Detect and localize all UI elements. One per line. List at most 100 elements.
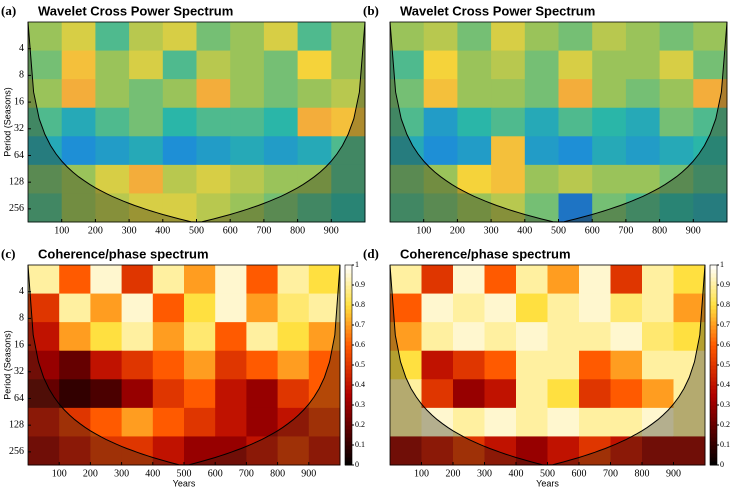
x-tick-label: 500 (177, 468, 192, 479)
heat-cell (516, 436, 548, 466)
heat-cell (457, 164, 492, 194)
heat-cell (59, 265, 91, 295)
x-tick-label: 900 (324, 225, 339, 236)
heat-cell (390, 193, 425, 223)
colorbar-step (345, 297, 352, 302)
heat-cell (558, 79, 593, 109)
heat-cell (230, 107, 265, 137)
heat-cell (95, 193, 130, 223)
heat-cell (196, 193, 231, 223)
heat-cell (196, 50, 231, 80)
colorbar-step (345, 401, 352, 406)
heat-cell (230, 22, 265, 52)
heat-cell (95, 22, 130, 52)
heat-cell (491, 164, 526, 194)
heat-cell (457, 107, 492, 137)
heat-cell (516, 322, 548, 352)
heat-cell (277, 293, 310, 323)
heat-cell (390, 436, 422, 466)
colorbar-tick-label: 0.3 (355, 400, 365, 409)
heat-cell (129, 193, 164, 223)
colorbar-tick-label: 0.2 (355, 420, 365, 429)
heat-cell (659, 22, 694, 52)
heat-cell (390, 265, 422, 295)
colorbar-step (345, 409, 352, 414)
colorbar-step (345, 373, 352, 378)
x-tick-label: 800 (270, 468, 285, 479)
panel: (d) Coherence/phase spectrum 100 200 300 400 5… (363, 246, 730, 488)
heat-cell (297, 164, 332, 194)
colorbar-step (345, 321, 352, 326)
colorbar-step (345, 421, 352, 426)
x-tick-label: 800 (635, 468, 650, 479)
heat-cell (491, 79, 526, 109)
y-tick-label: 8 (19, 70, 24, 81)
colorbar-step (710, 377, 717, 382)
heat-cell (162, 79, 197, 109)
x-tick-label: 400 (509, 468, 524, 479)
panel-title: Coherence/phase spectrum (38, 246, 209, 261)
heat-cell (390, 22, 425, 52)
y-tick-label: 4 (19, 286, 24, 297)
colorbar-step (710, 341, 717, 346)
panel-label: (a) (1, 3, 16, 18)
heat-cell (673, 436, 706, 466)
heat-cell (516, 379, 548, 409)
colorbar-step (345, 337, 352, 342)
heat-cell (308, 350, 341, 380)
heat-cell (196, 164, 231, 194)
heat-cell (246, 350, 279, 380)
heat-cell (484, 322, 517, 352)
colorbar-step (345, 413, 352, 418)
heat-cell (184, 436, 216, 466)
heat-cell (558, 107, 593, 137)
heat-cell (673, 407, 706, 437)
heat-cell (129, 107, 164, 137)
heat-cell (263, 22, 299, 52)
heat-cell (263, 79, 299, 109)
colorbar-step (710, 361, 717, 366)
heat-cell (592, 50, 627, 80)
heat-cell (610, 322, 643, 352)
heat-cell (95, 107, 130, 137)
heat-cell (423, 136, 458, 166)
heat-cell (457, 193, 492, 223)
colorbar-step (710, 297, 717, 302)
heat-cell (308, 407, 341, 437)
colorbar-tick-label: 0.9 (355, 280, 365, 289)
heat-cell (152, 379, 185, 409)
heat-cell (277, 407, 310, 437)
heat-cell (579, 436, 611, 466)
heat-cell (642, 379, 674, 409)
heat-cell (610, 436, 643, 466)
heat-cell (59, 322, 91, 352)
heat-cell (196, 22, 231, 52)
heat-cell (95, 164, 130, 194)
heat-cell (390, 350, 422, 380)
colorbar-tick-label: 0.2 (720, 420, 730, 429)
colorbar-step (345, 313, 352, 318)
x-tick-label: 400 (155, 225, 170, 236)
colorbar-step (345, 353, 352, 358)
heat-cell (484, 436, 517, 466)
colorbar-tick-label: 0.4 (355, 380, 365, 389)
heat-cell (453, 350, 485, 380)
colorbar-step (345, 325, 352, 330)
heat-cell (625, 22, 661, 52)
heat-cell (491, 193, 526, 223)
heat-cell (610, 407, 643, 437)
y-tick-label: 4 (19, 43, 24, 54)
colorbar-step (710, 313, 717, 318)
heat-cell (196, 136, 231, 166)
heat-cell (516, 265, 548, 295)
colorbar-step (345, 333, 352, 338)
heat-cell (516, 350, 548, 380)
colorbar-step (345, 381, 352, 386)
heat-cell (642, 293, 674, 323)
colorbar-step (710, 417, 717, 422)
heat-cell (215, 379, 247, 409)
heat-cell (215, 407, 247, 437)
heat-cell (152, 322, 185, 352)
panel-label: (c) (1, 246, 15, 261)
heat-cell (484, 350, 517, 380)
